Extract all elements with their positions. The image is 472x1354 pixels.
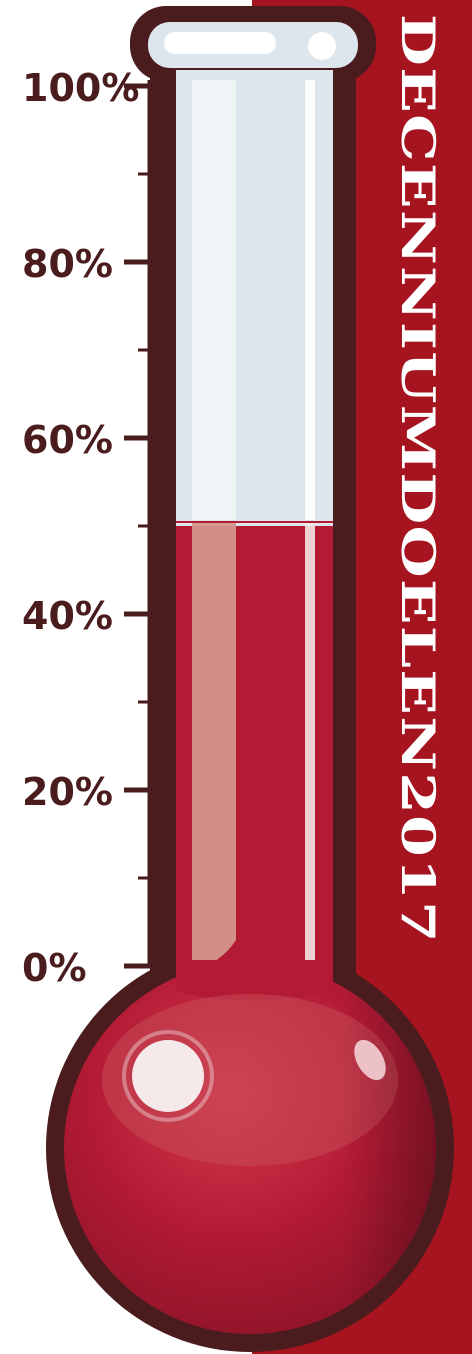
scale-label-0: 0% [22, 946, 87, 990]
scale-ticks [124, 83, 152, 969]
scale-label-40: 40% [22, 594, 113, 638]
bulb-highlight [132, 1040, 204, 1112]
banner-title: DECENNIUMDOELEN2017 [391, 14, 445, 944]
bulb-small-highlight [354, 1039, 386, 1081]
scale-label-100: 100% [22, 66, 139, 110]
thermometer-tube [176, 70, 333, 1002]
scale-label-20: 20% [22, 770, 113, 814]
thermometer-cap [148, 22, 358, 68]
scale-labels: 100% 80% 60% 40% 20% 0% [22, 66, 139, 990]
scale-label-60: 60% [22, 418, 113, 462]
thermometer-bulb [64, 960, 436, 1334]
scale-label-80: 80% [22, 242, 113, 286]
